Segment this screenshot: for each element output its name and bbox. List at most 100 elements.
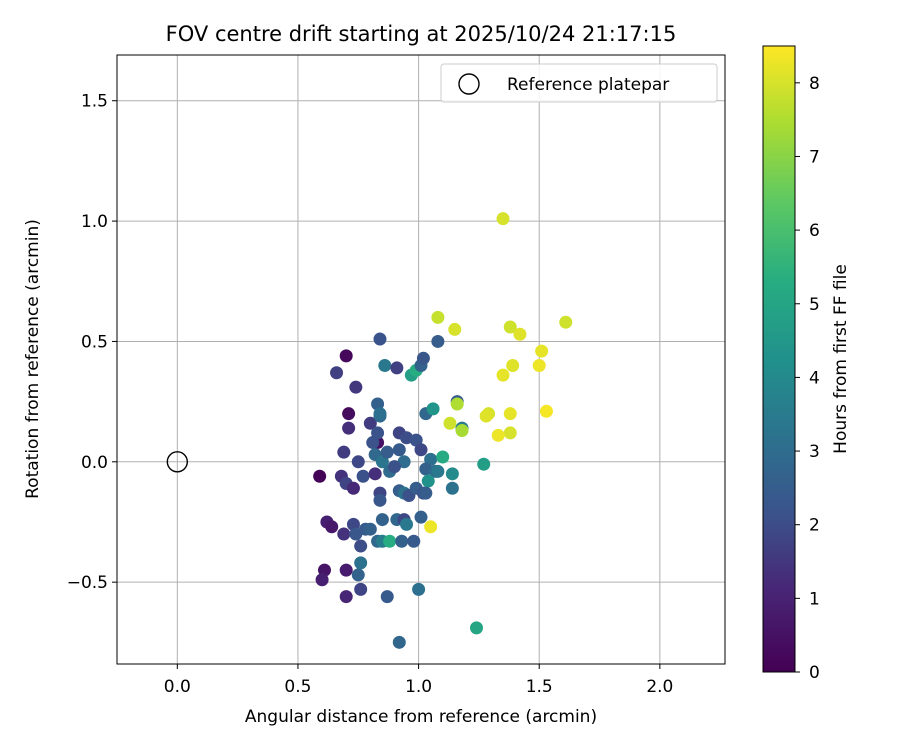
data-point xyxy=(390,361,404,375)
data-point xyxy=(431,334,445,348)
legend-box xyxy=(440,63,718,103)
data-point xyxy=(539,404,553,418)
chart-title: FOV centre drift starting at 2025/10/24 … xyxy=(166,22,677,46)
colorbar-label: Hours from first FF file xyxy=(831,264,851,454)
data-point xyxy=(315,573,329,587)
data-point xyxy=(424,452,438,466)
data-point xyxy=(363,522,377,536)
data-point xyxy=(491,428,505,442)
data-point xyxy=(349,380,363,394)
y-tick-label: 0.5 xyxy=(81,332,108,352)
data-point xyxy=(356,469,370,483)
data-point xyxy=(412,582,426,596)
data-point xyxy=(450,397,464,411)
colorbar-tick-label: 4 xyxy=(809,368,820,388)
colorbar-tick-label: 3 xyxy=(809,442,820,462)
colorbar-gradient xyxy=(763,46,795,672)
x-axis-ticks: 0.0 0.5 1.0 1.5 2.0 xyxy=(164,664,673,697)
data-point xyxy=(477,457,491,471)
data-point xyxy=(373,407,387,421)
colorbar-tick-label: 6 xyxy=(809,221,820,241)
data-point xyxy=(496,368,510,382)
plot-frame xyxy=(116,54,726,665)
data-point xyxy=(535,344,549,358)
x-tick-label: 2.0 xyxy=(646,677,673,697)
data-point xyxy=(496,212,510,226)
data-point xyxy=(407,534,421,548)
data-point xyxy=(313,469,327,483)
data-point xyxy=(378,359,392,373)
data-point xyxy=(354,582,368,596)
data-point xyxy=(409,433,423,447)
data-point xyxy=(368,467,382,481)
data-point xyxy=(387,460,401,474)
data-point xyxy=(337,527,351,541)
data-point xyxy=(431,464,445,478)
y-tick-label: −0.5 xyxy=(67,573,108,593)
x-tick-label: 1.0 xyxy=(405,677,432,697)
data-point xyxy=(337,445,351,459)
data-point xyxy=(363,416,377,430)
data-point xyxy=(416,351,430,365)
data-point xyxy=(380,445,394,459)
data-point xyxy=(479,409,493,423)
data-point xyxy=(414,443,428,457)
y-tick-label: 1.5 xyxy=(81,92,108,112)
data-point xyxy=(375,455,389,469)
legend-marker-icon xyxy=(458,73,480,95)
y-axis-label: Rotation from reference (arcmin) xyxy=(23,219,43,499)
data-point xyxy=(392,635,406,649)
data-point xyxy=(383,534,397,548)
data-point xyxy=(380,590,394,604)
legend: Reference platepar xyxy=(440,63,718,103)
colorbar-frame xyxy=(762,45,796,673)
colorbar-ticks: 0 1 2 3 4 5 6 7 8 xyxy=(795,74,820,683)
legend-label: Reference platepar xyxy=(507,75,669,95)
data-points xyxy=(313,212,573,649)
data-point xyxy=(503,320,517,334)
data-point xyxy=(342,407,356,421)
data-point xyxy=(426,402,440,416)
data-point xyxy=(397,455,411,469)
data-point xyxy=(392,443,406,457)
data-point xyxy=(346,481,360,495)
data-point xyxy=(351,568,365,582)
data-point xyxy=(419,486,433,500)
colorbar-tick-label: 1 xyxy=(809,589,820,609)
data-point xyxy=(443,416,457,430)
data-point xyxy=(400,517,414,531)
data-point xyxy=(424,520,438,534)
colorbar-tick-label: 5 xyxy=(809,295,820,315)
data-point xyxy=(375,513,389,527)
data-point xyxy=(455,424,469,438)
data-point xyxy=(342,421,356,435)
data-point xyxy=(354,556,368,570)
data-point xyxy=(330,366,344,380)
data-point xyxy=(325,520,339,534)
data-point xyxy=(513,327,527,341)
colorbar-tick-label: 0 xyxy=(809,663,820,683)
data-point xyxy=(371,426,385,440)
data-point xyxy=(469,621,483,635)
data-point xyxy=(445,481,459,495)
data-point xyxy=(373,332,387,346)
data-point xyxy=(503,407,517,421)
x-axis-label: Angular distance from reference (arcmin) xyxy=(245,707,597,727)
data-point xyxy=(414,510,428,524)
y-tick-label: 1.0 xyxy=(81,212,108,232)
reference-marker xyxy=(166,451,189,473)
colorbar-tick-label: 7 xyxy=(809,147,820,167)
colorbar-tick-label: 2 xyxy=(809,516,820,536)
data-point xyxy=(421,474,435,488)
data-point xyxy=(354,539,368,553)
data-point xyxy=(532,359,546,373)
data-point xyxy=(349,527,363,541)
data-point xyxy=(506,359,520,373)
data-point xyxy=(339,349,353,363)
data-point xyxy=(431,310,445,324)
data-point xyxy=(559,315,573,329)
data-point xyxy=(351,455,365,469)
data-point xyxy=(373,493,387,507)
colorbar-tick-label: 8 xyxy=(809,74,820,94)
